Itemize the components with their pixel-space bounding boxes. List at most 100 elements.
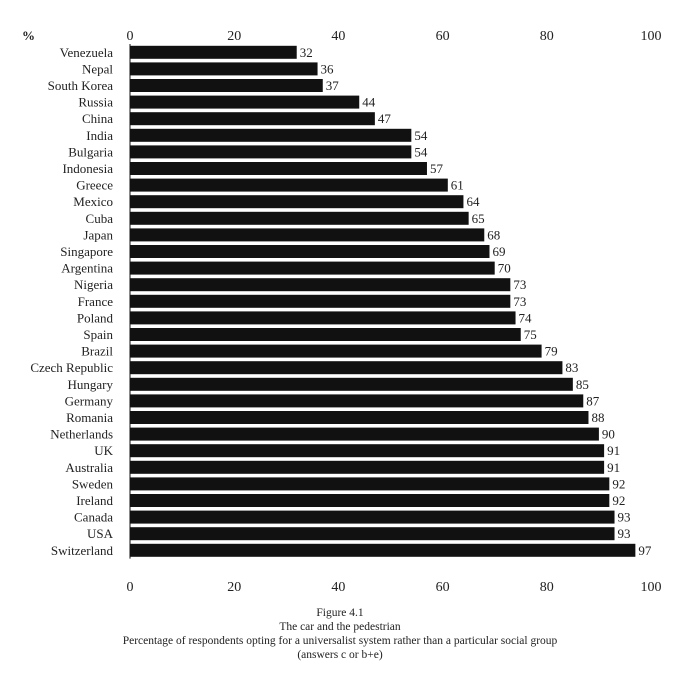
bar: [130, 245, 490, 258]
category-label: Germany: [65, 393, 114, 408]
bar: [130, 411, 589, 424]
figure-subtitle: Percentage of respondents opting for a u…: [122, 635, 558, 647]
value-label: 91: [607, 460, 620, 475]
figure-title: The car and the pedestrian: [279, 621, 401, 633]
bar: [130, 510, 615, 524]
bar: [130, 128, 412, 142]
x-tick-label-top: 60: [436, 29, 450, 44]
category-label: Cuba: [86, 211, 114, 226]
bar: [130, 477, 610, 491]
bar: [130, 95, 360, 109]
bar: [130, 294, 511, 308]
value-label: 65: [472, 211, 485, 226]
value-label: 70: [498, 261, 511, 276]
x-tick-label-top: 100: [641, 29, 662, 44]
category-label: USA: [87, 526, 114, 541]
value-label: 54: [414, 128, 428, 143]
category-label: Greece: [76, 178, 113, 193]
bar: [130, 494, 610, 507]
bar: [130, 62, 318, 76]
bar-chart: % 0 0 20 20 40 40 60 60 80 80 100 100 Venezuela 32 Nepa…: [22, 28, 662, 595]
x-tick-label-top: 40: [331, 29, 345, 44]
bar: [130, 394, 584, 408]
value-label: 69: [492, 244, 505, 259]
x-tick-label-bottom: 0: [127, 580, 134, 595]
category-label: Sweden: [72, 476, 114, 491]
figure-label: Figure 4.1: [316, 607, 364, 619]
value-label: 92: [612, 476, 625, 491]
value-label: 47: [378, 111, 392, 126]
value-label: 88: [591, 410, 604, 425]
bar: [130, 178, 448, 192]
bar: [130, 278, 511, 292]
category-label: UK: [94, 443, 113, 458]
value-label: 73: [513, 277, 526, 292]
bar: [130, 79, 323, 92]
bar: [130, 427, 599, 441]
category-label: Singapore: [60, 244, 113, 259]
bar: [130, 460, 605, 474]
category-label: Bulgaria: [68, 144, 113, 159]
value-label: 61: [451, 178, 464, 193]
category-label: France: [78, 294, 114, 309]
category-label: Netherlands: [50, 427, 113, 442]
value-label: 64: [466, 194, 480, 209]
category-label: Spain: [83, 327, 113, 342]
value-label: 97: [638, 543, 652, 558]
category-label: India: [86, 128, 113, 143]
bar: [130, 527, 615, 541]
bar: [130, 543, 636, 557]
value-label: 83: [565, 360, 578, 375]
bar: [130, 261, 495, 275]
category-label: Romania: [66, 410, 113, 425]
x-tick-label-bottom: 80: [540, 580, 554, 595]
category-label: Brazil: [81, 344, 113, 359]
bar: [130, 311, 516, 325]
value-label: 32: [300, 45, 313, 60]
x-tick-label-top: 80: [540, 29, 554, 44]
x-tick-label-bottom: 60: [436, 580, 450, 595]
value-label: 85: [576, 377, 589, 392]
x-tick-label-top: 0: [127, 29, 134, 44]
value-label: 91: [607, 443, 620, 458]
category-label: Switzerland: [51, 543, 114, 558]
category-label: Mexico: [73, 194, 113, 209]
unit-label: %: [22, 28, 35, 43]
category-label: Hungary: [68, 377, 114, 392]
category-label: Czech Republic: [30, 360, 113, 375]
category-label: Venezuela: [60, 45, 114, 60]
figure-note: (answers c or b+e): [297, 649, 383, 661]
category-label: Australia: [65, 460, 113, 475]
bar: [130, 444, 605, 458]
bar: [130, 112, 375, 126]
figure-caption: Figure 4.1 The car and the pedestrian Pe…: [0, 606, 680, 662]
category-label: Nigeria: [74, 277, 113, 292]
value-label: 79: [545, 344, 558, 359]
value-label: 73: [513, 294, 526, 309]
category-label: South Korea: [48, 78, 114, 93]
value-label: 44: [362, 95, 376, 110]
category-label: Russia: [78, 95, 113, 110]
bar: [130, 377, 573, 391]
value-label: 74: [519, 310, 533, 325]
bar: [130, 45, 297, 59]
bar: [130, 211, 469, 225]
category-label: Poland: [77, 310, 114, 325]
value-label: 37: [326, 78, 340, 93]
x-tick-label-bottom: 20: [227, 580, 241, 595]
value-label: 68: [487, 227, 500, 242]
value-label: 36: [321, 61, 335, 76]
value-label: 54: [414, 144, 428, 159]
x-tick-label-top: 20: [227, 29, 241, 44]
category-label: Argentina: [61, 261, 113, 276]
value-label: 93: [618, 526, 631, 541]
category-label: Ireland: [76, 493, 113, 508]
bar: [130, 162, 427, 175]
bar: [130, 344, 542, 358]
bar: [130, 228, 485, 242]
bar: [130, 328, 521, 341]
x-tick-label-bottom: 100: [641, 580, 662, 595]
value-label: 90: [602, 427, 615, 442]
value-label: 75: [524, 327, 537, 342]
category-label: Nepal: [82, 61, 113, 76]
